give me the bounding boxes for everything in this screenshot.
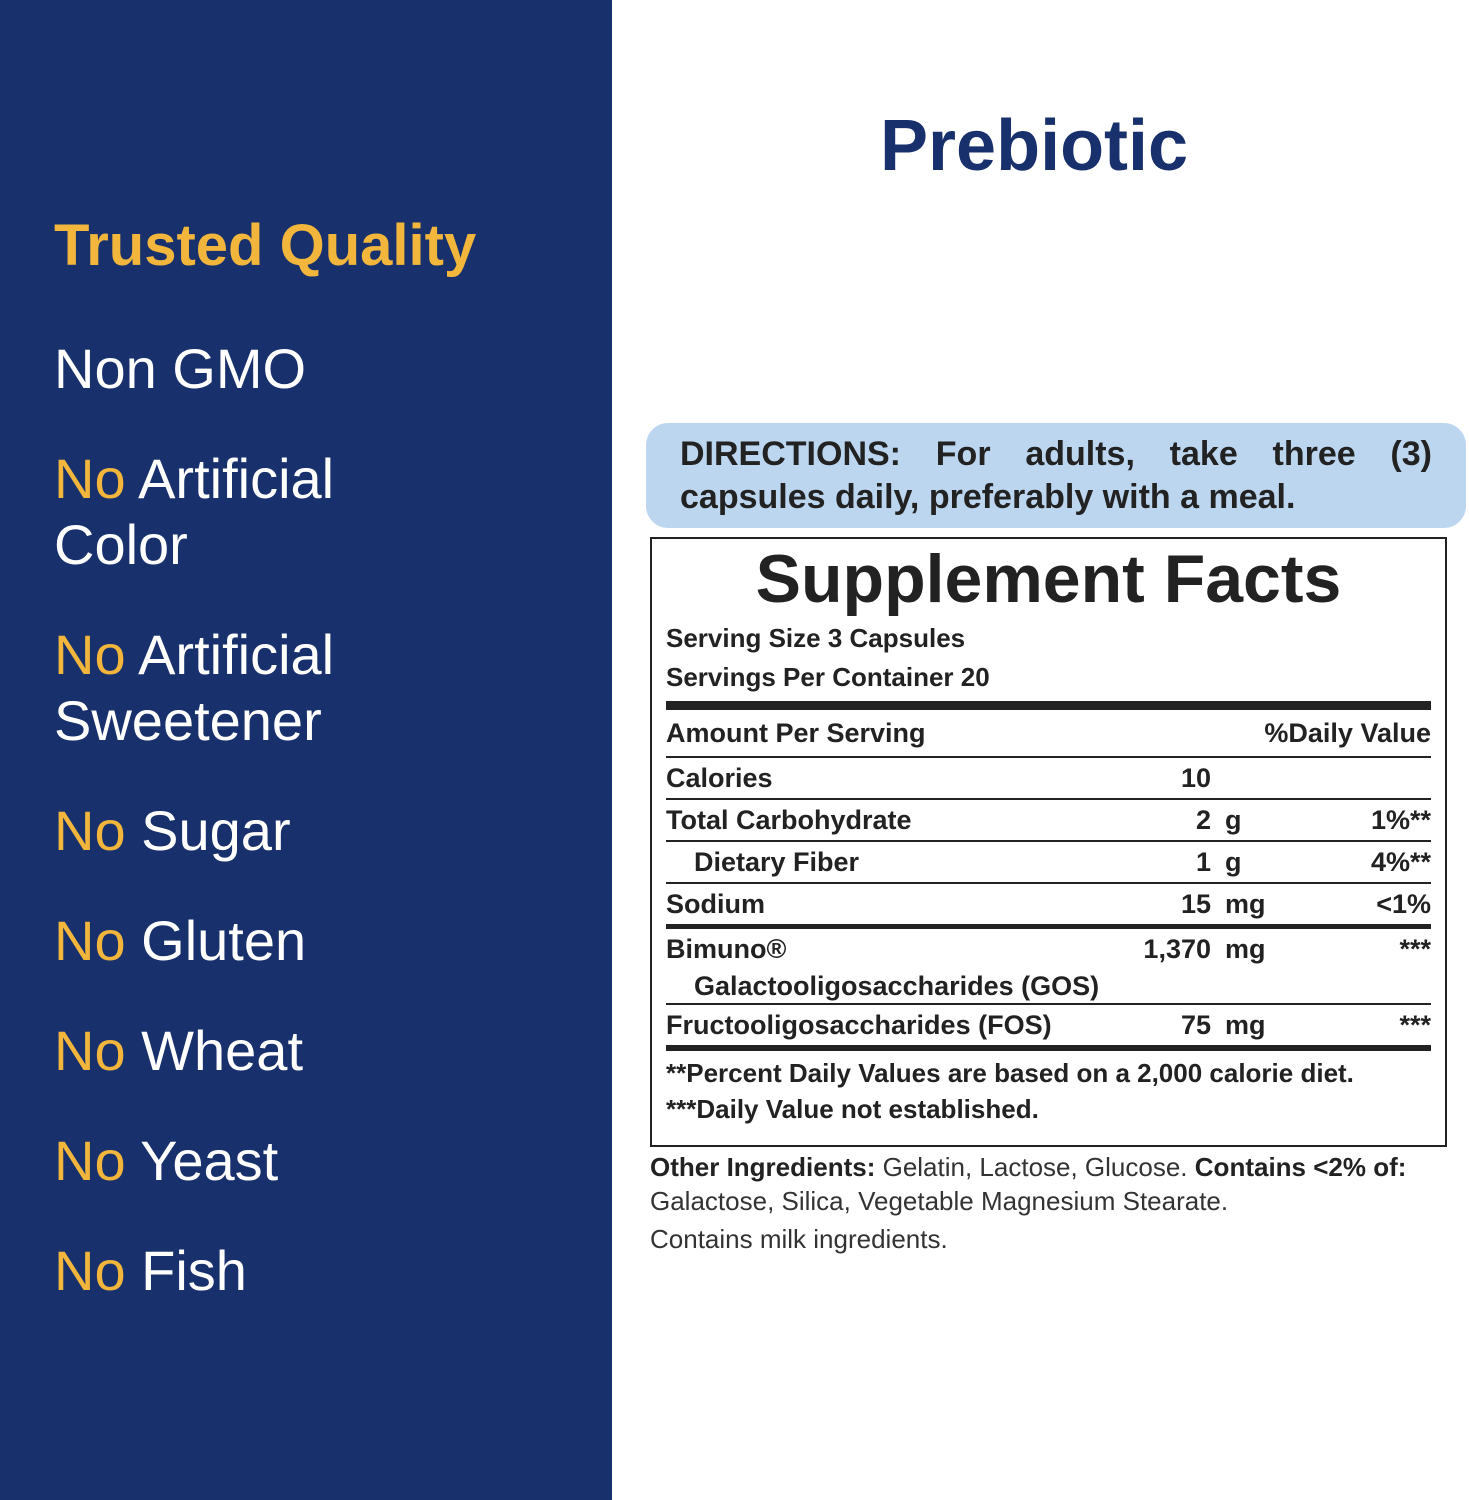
item-prefix: No <box>54 447 126 510</box>
item-text: Sugar <box>141 799 291 862</box>
item-prefix: No <box>54 623 126 686</box>
amount: 1,370 <box>1143 934 1211 964</box>
daily-value <box>1291 758 1431 798</box>
sidebar-item: Non GMO <box>54 336 394 402</box>
unit: mg <box>1225 1010 1266 1040</box>
facts-row: Dietary Fiber 1 g 4%** <box>666 840 1431 882</box>
supplement-facts: Supplement Facts Serving Size 3 Capsules… <box>650 537 1447 1147</box>
sidebar-item: No Artificial Color <box>54 446 394 578</box>
label: Other Ingredients: <box>650 1152 876 1182</box>
item-prefix: No <box>54 799 126 862</box>
facts-row: Calories 10 <box>666 756 1431 798</box>
daily-value: 1%** <box>1370 805 1431 835</box>
unit: mg <box>1225 889 1266 919</box>
nutrient-subname: Galactooligosaccharides (GOS) <box>694 971 1100 1001</box>
other-ingredients: Other Ingredients: Gelatin, Lactose, Glu… <box>650 1150 1465 1256</box>
item-text: Non GMO <box>54 337 307 400</box>
facts-rows: Calories 10 Total Carbohydrate 2 g 1%** Dietar… <box>666 756 1431 1045</box>
header-cell: Amount Per Serving <box>666 718 926 748</box>
sidebar-item: No Yeast <box>54 1128 394 1194</box>
unit: g <box>1225 805 1242 835</box>
sidebar-item: No Wheat <box>54 1018 394 1084</box>
footnote: **Percent Daily Values are based on a 2,… <box>666 1058 1354 1088</box>
daily-value: *** <box>1399 1010 1431 1040</box>
item-text: Yeast <box>140 1129 279 1192</box>
unit <box>1211 758 1291 798</box>
facts-header: Amount Per Serving %Daily Value <box>666 701 1431 756</box>
facts-title: Supplement Facts <box>755 541 1342 617</box>
unit: g <box>1225 847 1242 877</box>
item-text: Fish <box>141 1239 247 1302</box>
amount: 2 <box>1195 805 1211 835</box>
item-prefix: No <box>54 1239 126 1302</box>
daily-value: *** <box>1399 934 1431 964</box>
servings: Servings Per Container 20 <box>666 662 990 692</box>
facts-row: Total Carbohydrate 2 g 1%** <box>666 798 1431 840</box>
amount: 1 <box>1195 847 1211 877</box>
sidebar-heading: Trusted Quality <box>54 213 477 278</box>
serving-size: Serving Size 3 Capsules <box>666 623 966 653</box>
nutrient-name: Sodium <box>666 889 765 919</box>
nutrient: Fructooligosaccharides (FOS) <box>666 1005 1101 1045</box>
nutrient-name: Fructooligosaccharides (FOS) <box>666 1010 1052 1040</box>
nutrient-name: Total Carbohydrate <box>666 805 912 835</box>
text: Galactose, Silica, Vegetable Magnesium S… <box>650 1186 1229 1216</box>
nutrient: Bimuno® Galactooligosaccharides (GOS) <box>666 929 1101 1003</box>
nutrient: Sodium <box>666 884 1101 924</box>
nutrient: Total Carbohydrate <box>666 800 1101 840</box>
item-prefix: No <box>54 909 126 972</box>
item-text: Artificial Sweetener <box>54 623 335 752</box>
amount: 10 <box>1180 763 1211 793</box>
amount: 75 <box>1180 1010 1211 1040</box>
nutrient-name: Bimuno® <box>666 934 787 964</box>
item-prefix: No <box>54 1129 126 1192</box>
daily-value: 4%** <box>1370 847 1431 877</box>
nutrient-name: Dietary Fiber <box>694 847 860 877</box>
footnote: ***Daily Value not established. <box>666 1094 1039 1124</box>
allergen: Contains milk ingredients. <box>650 1224 948 1254</box>
facts-row: Fructooligosaccharides (FOS) 75 mg *** <box>666 1003 1431 1045</box>
directions: DIRECTIONS: For adults, take three (3) c… <box>680 435 1432 516</box>
item-text: Gluten <box>141 909 307 972</box>
daily-value: <1% <box>1376 889 1431 919</box>
nutrient: Calories <box>666 758 1101 798</box>
sidebar-item: No Fish <box>54 1238 394 1304</box>
text: Gelatin, Lactose, Glucose. <box>882 1152 1188 1182</box>
sidebar-item: No Artificial Sweetener <box>54 622 394 754</box>
item-text: Wheat <box>141 1019 304 1082</box>
title: Prebiotic <box>880 106 1189 186</box>
item-text: Artificial Color <box>54 447 335 576</box>
facts-row: Sodium 15 mg <1% <box>666 882 1431 924</box>
sidebar: Trusted Quality Non GMO No Artificial Col… <box>0 0 612 1500</box>
sidebar-item: No Gluten <box>54 908 394 974</box>
nutrient-name: Calories <box>666 763 773 793</box>
unit: mg <box>1225 934 1266 964</box>
nutrient: Dietary Fiber <box>666 842 1101 882</box>
facts-row: Bimuno® Galactooligosaccharides (GOS) 1,37… <box>666 924 1431 1003</box>
label: Contains <2% of: <box>1194 1152 1407 1182</box>
directions-box: DIRECTIONS: For adults, take three (3) c… <box>646 423 1466 528</box>
footnotes: **Percent Daily Values are based on a 2,… <box>666 1045 1431 1127</box>
item-prefix: No <box>54 1019 126 1082</box>
header-cell: %Daily Value <box>1264 718 1431 748</box>
sidebar-list: Non GMO No Artificial Color No Artificial … <box>54 336 394 1348</box>
sidebar-item: No Sugar <box>54 798 394 864</box>
amount: 15 <box>1180 889 1211 919</box>
